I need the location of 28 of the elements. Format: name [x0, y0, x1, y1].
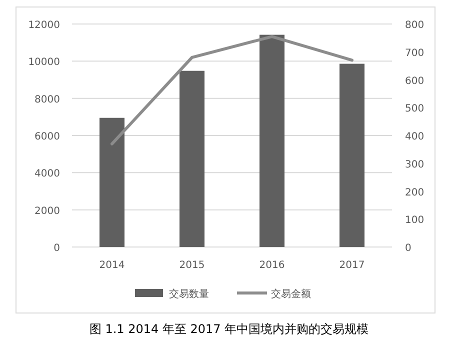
y-tick-label: 4000 [34, 168, 60, 180]
y2-tick-label: 800 [405, 20, 424, 31]
y2-tick-label: 300 [405, 159, 424, 170]
y-tick-label: 6000 [34, 132, 60, 142]
y2-tick-label: 200 [405, 187, 424, 198]
y2-tick-label: 0 [405, 243, 412, 254]
x-tick-label: 2014 [99, 260, 125, 271]
legend-label: 交易金额 [271, 288, 311, 300]
y-tick-label: 8000 [34, 94, 60, 106]
y-tick-label: 0 [54, 243, 60, 254]
y2-tick-label: 500 [405, 104, 424, 115]
x-tick-label: 2015 [179, 260, 205, 271]
y-tick-label: 10000 [28, 57, 60, 68]
x-tick-label: 2016 [259, 260, 285, 271]
bar [100, 118, 124, 247]
caption: 图 1.1 2014 年至 2017 年中国境内并购的交易规模 [89, 322, 369, 336]
legend-label: 交易数量 [169, 288, 209, 300]
bar [180, 70, 204, 247]
y2-tick-label: 400 [405, 132, 424, 142]
y2-tick-label: 600 [405, 76, 424, 87]
y2-tick-label: 100 [405, 215, 424, 226]
bar [340, 64, 364, 247]
bar [260, 34, 284, 247]
y2-tick-label: 700 [405, 48, 424, 59]
x-tick-label: 2017 [339, 260, 365, 271]
y-tick-label: 2000 [34, 206, 60, 217]
line-series [110, 35, 354, 146]
y-tick-label: 12000 [28, 20, 60, 31]
